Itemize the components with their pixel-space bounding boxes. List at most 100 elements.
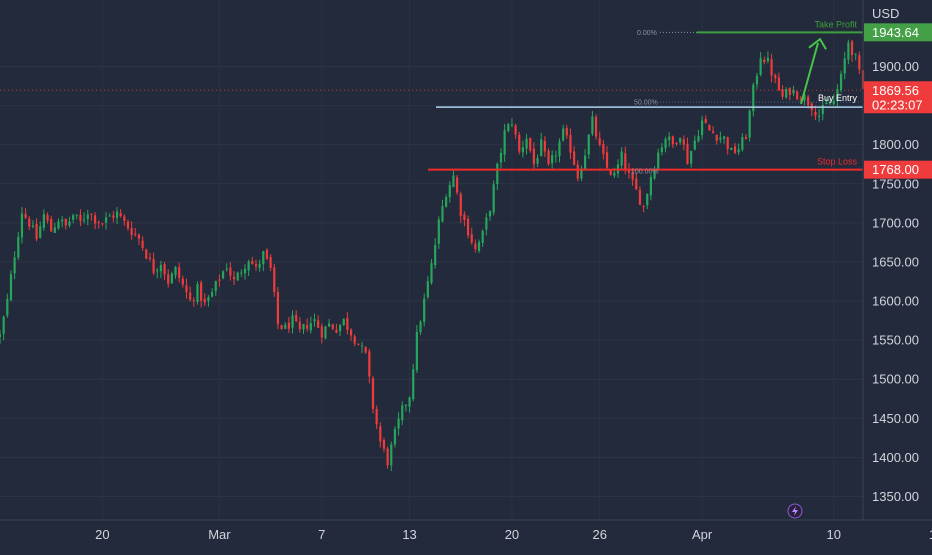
candle-body [115,211,119,218]
candle-body [445,196,448,207]
candle-body [93,215,97,224]
candle-body [730,147,733,150]
candle-body [565,128,568,136]
candle-body [108,215,111,217]
candle-body [708,124,711,131]
candle-body [317,320,320,328]
candle-body [455,177,459,193]
x-tick-label: 13 [402,527,416,542]
y-tick-label: 1900.00 [872,59,919,74]
x-tick-label: 26 [592,527,606,542]
candle-body [682,139,685,145]
candle-body [437,219,440,244]
candle-body [185,285,188,293]
candle-body [474,243,477,250]
candle-body [540,139,543,157]
candle-body [605,152,609,168]
candle-body [2,316,5,334]
candle-body [254,264,258,267]
candle-body [580,168,583,179]
candle-body [726,137,729,150]
candle-body [591,116,594,134]
x-tick-label: 10 [827,527,841,542]
candle-body [9,274,13,300]
candle-body [13,257,16,274]
candle-body [854,53,857,55]
candle-body [488,211,492,217]
candle-body [551,155,554,164]
candle-body [777,77,780,91]
buy-entry-label: Buy Entry [818,93,858,103]
candle-body [218,279,221,281]
candle-body [210,292,214,297]
y-tick-label: 1400.00 [872,450,919,465]
candle-body [57,221,60,229]
candle-body [441,206,444,222]
y-tick-label: 1550.00 [872,333,919,348]
candle-body [821,105,824,115]
candle-body [638,189,642,205]
candle-body [711,131,715,134]
grid [0,65,863,498]
candle-body [342,318,345,326]
candle-body [532,148,535,165]
candle-body [196,284,199,303]
candle-body [799,98,802,100]
candle-body [192,300,195,302]
candle-body [134,233,137,235]
candle-body [306,325,309,329]
candle-body [31,225,35,227]
candle-body [152,259,155,273]
candle-body [448,185,451,198]
candle-body [375,408,378,425]
candle-body [722,136,726,139]
candle-body [415,331,418,371]
candle-body [97,222,100,224]
x-tick-label: 17 [929,527,932,542]
candle-body [686,143,689,164]
candle-body [181,278,184,285]
candle-body [452,175,455,188]
candle-body [766,57,770,62]
candle-body [174,266,177,276]
candle-body [748,110,751,138]
candle-body [276,291,280,325]
candle-body [620,151,623,166]
time-axis[interactable]: 20 Mar 7 13 20 26 Apr 10 17 [95,527,932,542]
candle-body [313,319,316,322]
candle-body [357,343,360,345]
candle-body [393,428,397,445]
candle-body [613,172,616,176]
candle-body [156,270,159,272]
candle-body [529,137,532,151]
candle-body [61,219,64,222]
levels: 0.00% Take Profit 50.00% Buy Entry 100.00% St… [428,19,863,176]
price-axis[interactable]: 1350.00 1400.00 1450.00 1500.00 1550.00 1600.… [872,59,919,504]
candle-body [328,323,331,327]
x-tick-label: Apr [692,527,713,542]
candle-body [430,263,433,283]
x-tick-label: 20 [95,527,109,542]
candle-body [690,150,693,164]
candle-body [331,324,334,329]
lightning-icon[interactable] [787,503,803,519]
candle-body [507,124,510,132]
candle-body [404,404,408,406]
candle-body [518,134,521,152]
candle-body [701,120,704,136]
candle-body [159,264,162,272]
candle-body [221,271,225,279]
candle-body [368,351,371,377]
candle-body [675,142,678,144]
candle-body [554,155,557,157]
x-tick-label: Mar [208,527,231,542]
candle-body [704,118,707,124]
candle-body [481,230,484,243]
candle-body [46,215,49,221]
candle-body [309,323,312,331]
candle-body [646,194,649,206]
candle-body [401,405,404,421]
